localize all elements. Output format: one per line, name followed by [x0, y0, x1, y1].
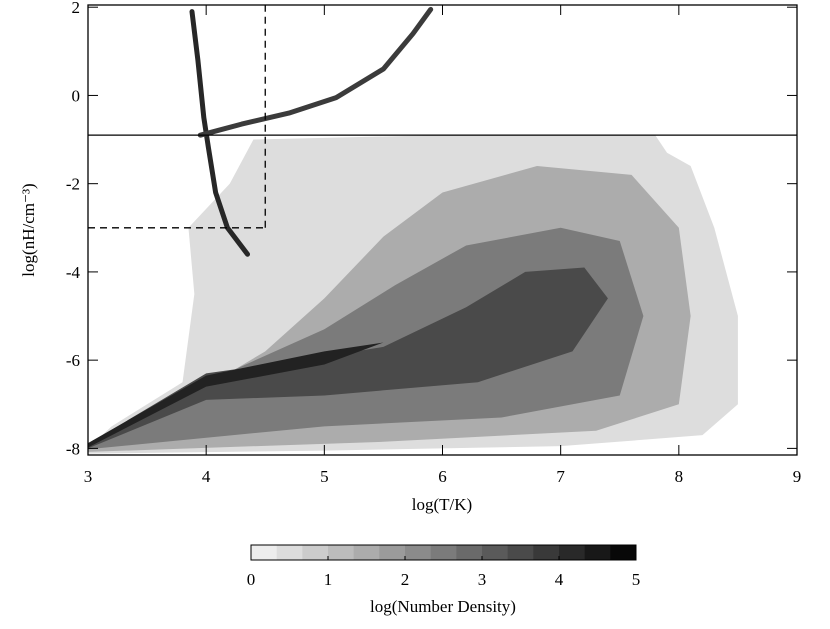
colorbar-step [584, 545, 611, 560]
x-tick-label: 3 [84, 467, 93, 486]
y-tick-label: -2 [66, 175, 80, 194]
density-streak [189, 9, 251, 257]
colorbar-label: log(Number Density) [370, 597, 516, 616]
density-region [88, 342, 384, 448]
y-tick-label: -6 [66, 351, 80, 370]
y-tick-label: 0 [72, 86, 81, 105]
x-tick-label: 8 [675, 467, 684, 486]
x-tick-label: 5 [320, 467, 329, 486]
colorbar-step [276, 545, 303, 560]
colorbar-tick-label: 2 [401, 570, 410, 589]
colorbar-frame [250, 544, 637, 561]
colorbar-step [353, 545, 380, 560]
density-region [88, 267, 608, 449]
colorbar-step [456, 545, 483, 560]
x-axis-label: log(T/K) [412, 495, 472, 514]
y-tick-label: 2 [72, 0, 81, 17]
x-tick-label: 6 [438, 467, 447, 486]
colorbar-step [379, 545, 406, 560]
density-streak [197, 6, 434, 138]
y-axis-label: log(nH/cm⁻³) [19, 183, 38, 276]
colorbar-tick-label: 0 [247, 570, 256, 589]
colorbar-step [533, 545, 560, 560]
colorbar-step [507, 545, 534, 560]
x-tick-label: 7 [556, 467, 565, 486]
colorbar-step [482, 545, 509, 560]
colorbar-tick-label: 1 [324, 570, 333, 589]
colorbar-step [430, 545, 457, 560]
colorbar-step [328, 545, 355, 560]
colorbar-step [405, 545, 432, 560]
colorbar-step [610, 545, 637, 560]
colorbar-tick-label: 3 [478, 570, 487, 589]
colorbar-step [251, 545, 278, 560]
y-tick-label: -8 [66, 439, 80, 458]
x-tick-label: 4 [202, 467, 211, 486]
colorbar-step [302, 545, 329, 560]
x-tick-label: 9 [793, 467, 802, 486]
colorbar-tick-label: 4 [555, 570, 564, 589]
colorbar-step [559, 545, 586, 560]
y-tick-label: -4 [66, 263, 81, 282]
colorbar-tick-label: 5 [632, 570, 641, 589]
